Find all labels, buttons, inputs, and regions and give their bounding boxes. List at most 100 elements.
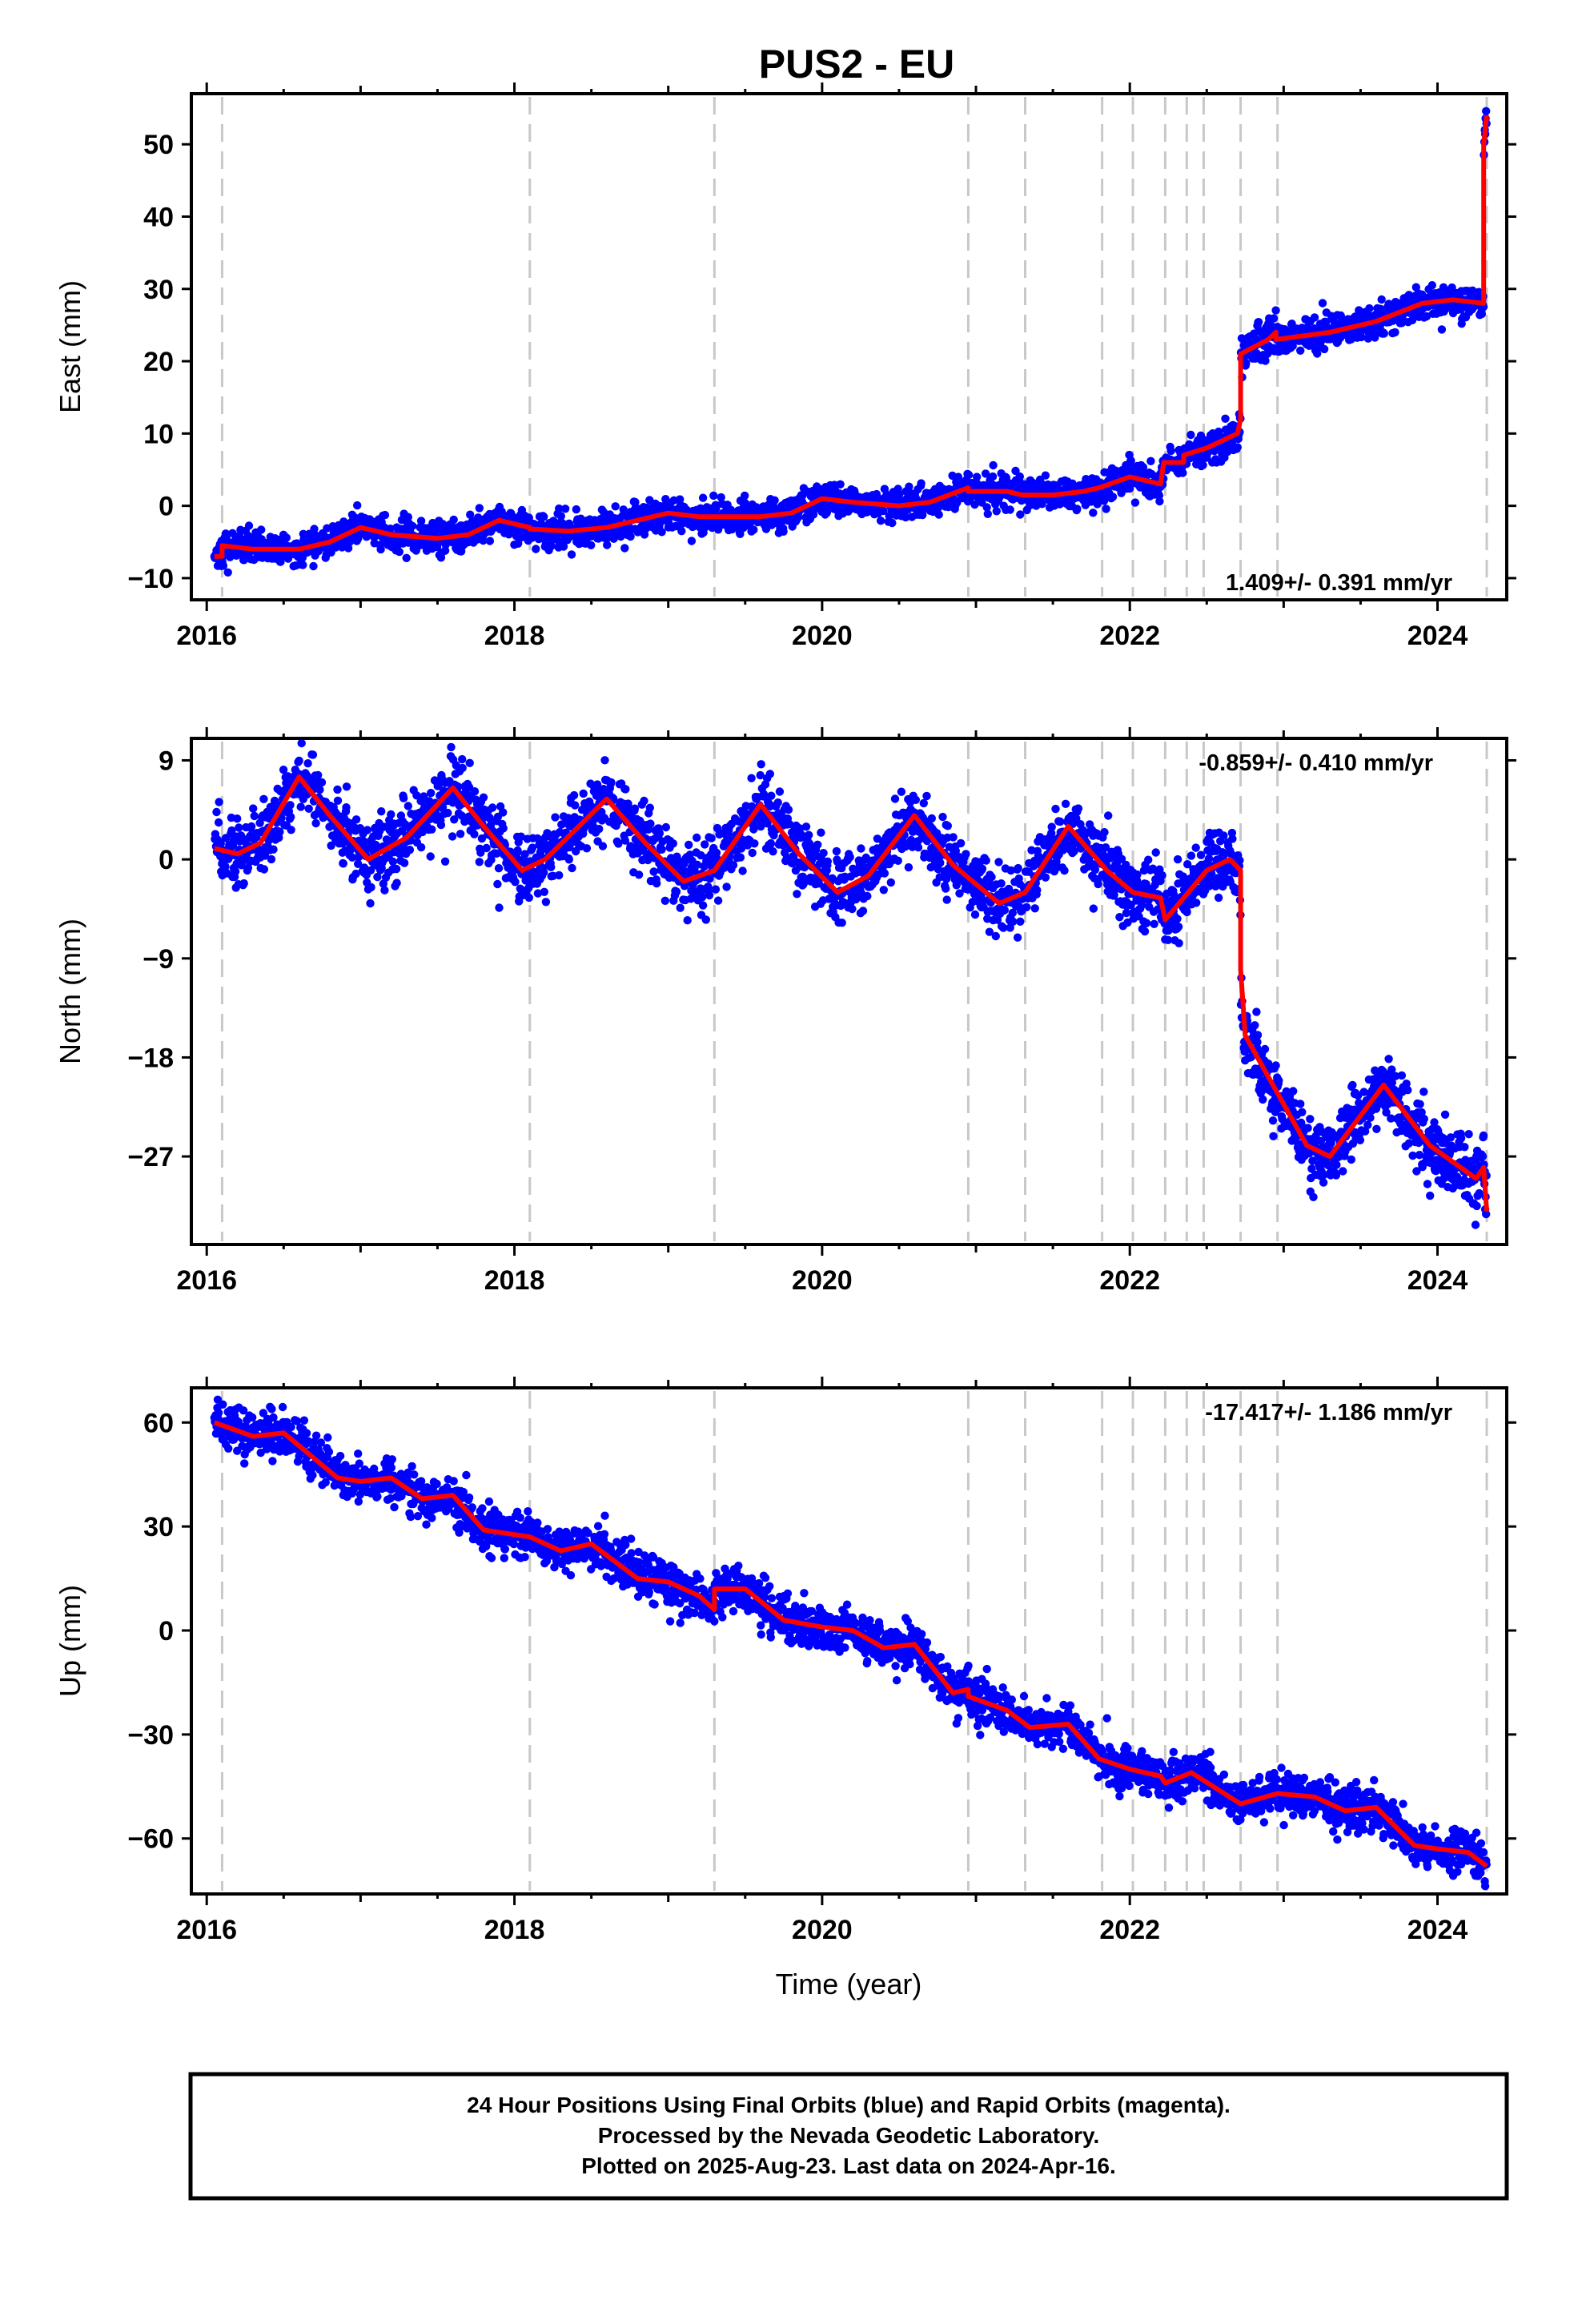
data-point xyxy=(913,843,923,852)
data-point xyxy=(837,919,846,927)
data-point xyxy=(493,879,502,889)
data-point xyxy=(587,541,596,549)
data-point xyxy=(707,834,716,842)
data-point xyxy=(767,791,776,800)
data-point xyxy=(621,785,630,794)
data-point xyxy=(465,758,474,767)
data-point xyxy=(388,857,398,866)
data-point xyxy=(269,845,278,854)
data-point xyxy=(1296,346,1305,355)
data-point xyxy=(709,491,718,501)
data-point xyxy=(1089,904,1098,913)
data-point xyxy=(449,515,458,525)
data-point xyxy=(353,501,362,510)
data-point xyxy=(657,528,666,537)
data-point xyxy=(813,840,822,850)
data-point xyxy=(488,803,497,812)
data-point xyxy=(239,879,248,888)
data-point xyxy=(981,469,990,478)
data-point xyxy=(978,864,987,874)
data-point xyxy=(456,830,465,838)
data-point xyxy=(567,550,576,559)
data-point xyxy=(448,832,457,841)
data-point xyxy=(1377,295,1386,304)
data-point xyxy=(466,510,475,519)
data-point xyxy=(547,541,556,550)
data-point xyxy=(1089,509,1098,517)
data-point xyxy=(391,864,401,874)
data-point xyxy=(676,903,685,912)
data-point xyxy=(386,525,395,533)
data-point xyxy=(395,547,404,557)
data-point xyxy=(949,833,958,842)
data-point xyxy=(934,510,943,519)
data-point xyxy=(1074,804,1083,813)
data-point xyxy=(987,872,996,882)
data-point xyxy=(408,521,417,530)
data-point xyxy=(400,858,409,867)
data-point xyxy=(832,846,841,856)
data-point xyxy=(942,884,950,893)
data-point xyxy=(339,859,347,868)
data-point xyxy=(1233,443,1243,452)
figure-title: PUS2 - EU xyxy=(759,42,955,86)
y-tick-label: 10 xyxy=(143,419,174,449)
data-point xyxy=(304,804,313,813)
data-point xyxy=(540,513,548,521)
data-point xyxy=(747,774,756,782)
data-point xyxy=(672,887,681,896)
data-point xyxy=(1047,822,1056,831)
data-point xyxy=(1166,446,1175,456)
data-point xyxy=(876,517,885,525)
data-point xyxy=(1022,903,1031,912)
data-point xyxy=(367,883,375,892)
data-point xyxy=(572,505,580,514)
data-point xyxy=(404,802,412,810)
data-point xyxy=(598,842,608,850)
data-point xyxy=(927,814,937,823)
data-point xyxy=(1427,281,1437,290)
x-tick-label: 2020 xyxy=(792,621,853,651)
data-point xyxy=(770,496,779,505)
x-tick-label: 2024 xyxy=(1407,621,1468,651)
data-point xyxy=(532,545,540,553)
data-point xyxy=(511,878,520,887)
data-point xyxy=(402,553,411,562)
data-point xyxy=(1379,329,1389,338)
data-point xyxy=(603,541,612,549)
data-point xyxy=(607,778,616,787)
data-point xyxy=(494,864,504,873)
data-point xyxy=(297,738,306,748)
data-point xyxy=(729,861,738,870)
data-point xyxy=(701,840,709,849)
data-point xyxy=(295,756,303,766)
data-point xyxy=(215,798,223,806)
data-point xyxy=(513,846,522,855)
data-point xyxy=(299,561,307,569)
data-point xyxy=(917,479,926,488)
data-point xyxy=(1033,886,1042,895)
data-point xyxy=(247,822,256,831)
data-point xyxy=(1100,828,1109,837)
y-tick-label: 0 xyxy=(159,492,174,522)
data-point xyxy=(495,903,504,912)
data-point xyxy=(749,525,758,534)
data-point xyxy=(1061,799,1070,808)
data-point xyxy=(1242,359,1251,368)
data-point xyxy=(773,798,782,807)
data-point xyxy=(1000,906,1010,915)
data-point xyxy=(661,896,669,906)
data-point xyxy=(1073,505,1082,513)
data-point xyxy=(655,829,665,838)
data-point xyxy=(992,507,1002,516)
y-tick-label: 20 xyxy=(143,347,174,377)
data-point xyxy=(479,793,488,802)
data-point xyxy=(759,790,769,798)
data-point xyxy=(333,785,342,794)
data-point xyxy=(1269,314,1279,323)
data-point xyxy=(757,760,765,769)
data-point xyxy=(470,787,480,796)
data-point xyxy=(1310,313,1319,322)
